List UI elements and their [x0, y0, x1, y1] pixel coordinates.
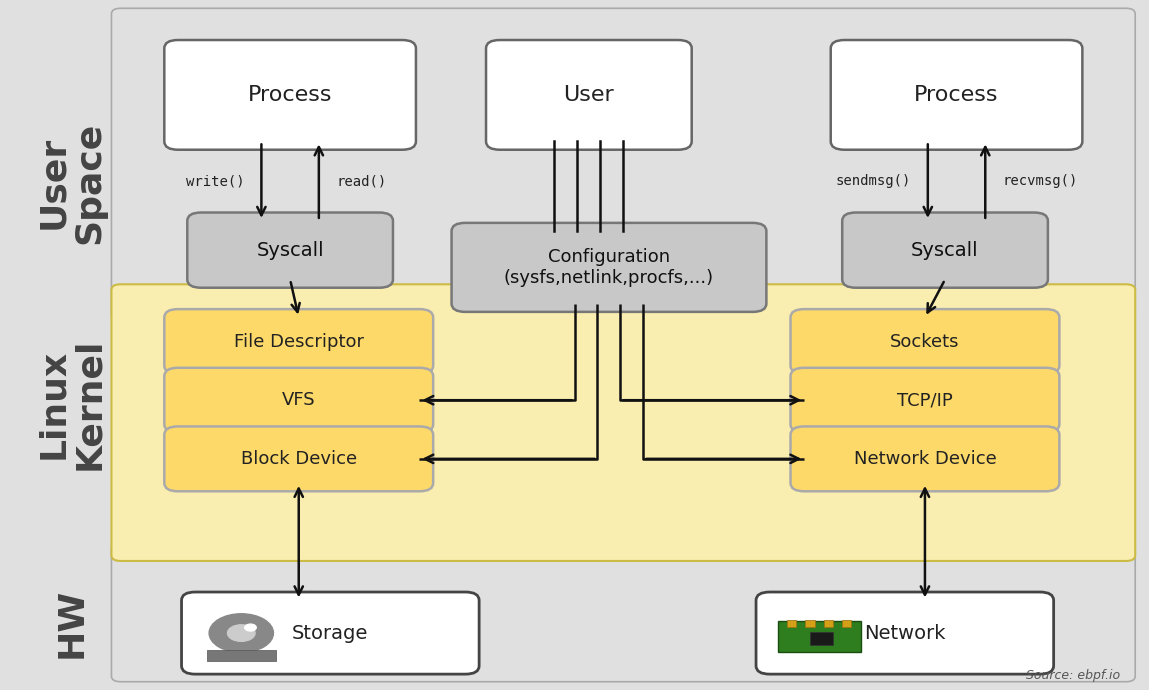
- Text: read(): read(): [337, 174, 386, 188]
- FancyBboxPatch shape: [791, 368, 1059, 433]
- FancyBboxPatch shape: [111, 8, 1135, 319]
- FancyBboxPatch shape: [187, 213, 393, 288]
- Text: Storage: Storage: [292, 624, 369, 642]
- Text: HW: HW: [54, 587, 88, 658]
- FancyBboxPatch shape: [207, 650, 276, 661]
- Text: Network: Network: [864, 624, 946, 642]
- Text: sendmsg(): sendmsg(): [835, 174, 910, 188]
- Text: Network Device: Network Device: [854, 450, 996, 468]
- Circle shape: [245, 624, 256, 631]
- FancyBboxPatch shape: [486, 40, 692, 150]
- FancyBboxPatch shape: [164, 40, 416, 150]
- FancyBboxPatch shape: [111, 543, 1135, 682]
- FancyBboxPatch shape: [831, 40, 1082, 150]
- FancyBboxPatch shape: [164, 309, 433, 374]
- Circle shape: [209, 614, 273, 653]
- Text: Linux
Kernel: Linux Kernel: [36, 337, 107, 470]
- Text: TCP/IP: TCP/IP: [897, 391, 953, 409]
- FancyBboxPatch shape: [452, 223, 766, 312]
- Text: write(): write(): [185, 174, 245, 188]
- Text: VFS: VFS: [282, 391, 316, 409]
- FancyBboxPatch shape: [791, 426, 1059, 491]
- FancyBboxPatch shape: [842, 620, 851, 627]
- Text: Syscall: Syscall: [256, 241, 324, 259]
- Text: User: User: [563, 85, 615, 105]
- FancyBboxPatch shape: [778, 621, 861, 651]
- Text: Process: Process: [248, 85, 332, 105]
- FancyBboxPatch shape: [810, 632, 833, 644]
- FancyBboxPatch shape: [824, 620, 833, 627]
- FancyBboxPatch shape: [805, 620, 815, 627]
- FancyBboxPatch shape: [842, 213, 1048, 288]
- Text: Source: ebpf.io: Source: ebpf.io: [1026, 669, 1120, 682]
- FancyBboxPatch shape: [756, 592, 1054, 674]
- Text: Block Device: Block Device: [240, 450, 357, 468]
- Text: recvmsg(): recvmsg(): [1002, 174, 1078, 188]
- FancyBboxPatch shape: [164, 368, 433, 433]
- FancyBboxPatch shape: [787, 620, 796, 627]
- Text: Process: Process: [915, 85, 998, 105]
- FancyBboxPatch shape: [111, 284, 1135, 561]
- FancyBboxPatch shape: [791, 309, 1059, 374]
- Text: File Descriptor: File Descriptor: [233, 333, 364, 351]
- Text: Configuration
(sysfs,netlink,procfs,...): Configuration (sysfs,netlink,procfs,...): [504, 248, 714, 287]
- Circle shape: [228, 625, 255, 642]
- Text: Sockets: Sockets: [890, 333, 959, 351]
- Text: User
Space: User Space: [36, 121, 107, 244]
- FancyBboxPatch shape: [182, 592, 479, 674]
- Text: Syscall: Syscall: [911, 241, 979, 259]
- FancyBboxPatch shape: [164, 426, 433, 491]
